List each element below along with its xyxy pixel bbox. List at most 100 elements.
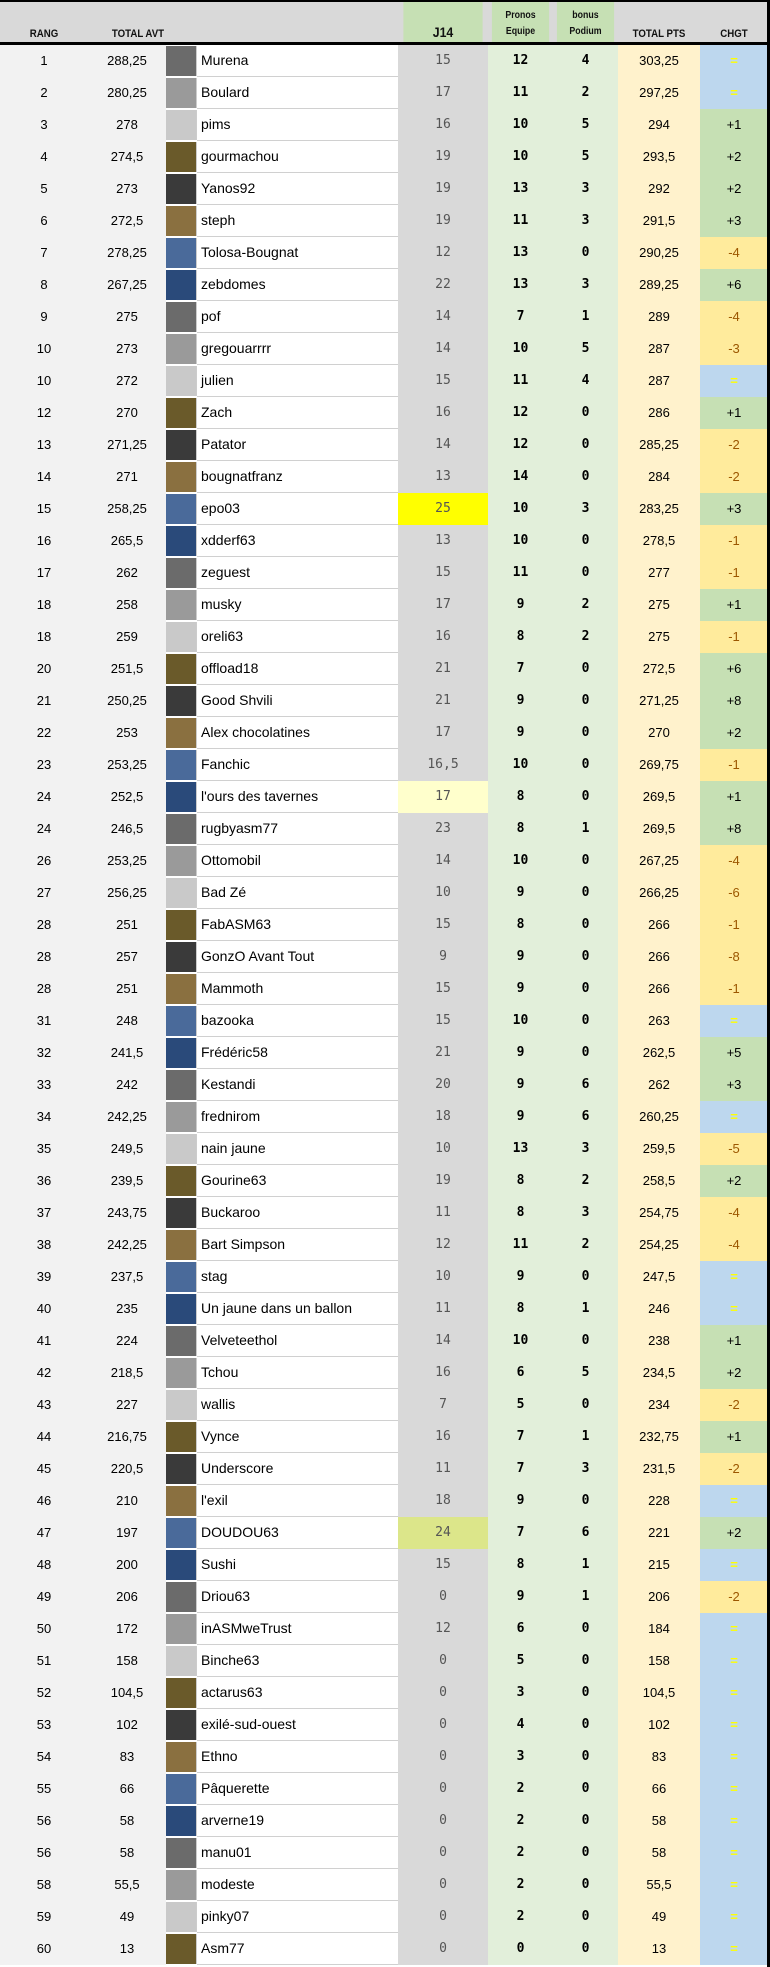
table-row: 21 250,25 Good Shvili 21 9 0 271,25 +8	[0, 685, 768, 717]
table-row: 28 257 GonzO Avant Tout 9 9 0 266 -8	[0, 941, 768, 973]
table-row: 44 216,75 Vynce 16 7 1 232,75 +1	[0, 1421, 768, 1453]
player-name: Yanos92	[197, 173, 398, 205]
total-avt-cell: 258	[88, 589, 166, 621]
j14-cell: 20	[398, 1069, 488, 1101]
total-avt-cell: 200	[88, 1549, 166, 1581]
change-cell: +2	[700, 141, 768, 173]
j14-cell: 16	[398, 109, 488, 141]
table-row: 52 104,5 actarus63 0 3 0 104,5 =	[0, 1677, 768, 1709]
total-avt-cell: 270	[88, 397, 166, 429]
player-name: nain jaune	[197, 1133, 398, 1165]
table-row: 58 55,5 modeste 0 2 0 55,5 =	[0, 1869, 768, 1901]
total-pts-cell: 267,25	[618, 845, 700, 877]
player-name: arverne19	[197, 1805, 398, 1837]
bonus-cell: 3	[553, 269, 618, 301]
avatar	[166, 1870, 197, 1900]
total-pts-cell: 303,25	[618, 45, 700, 77]
avatar	[166, 846, 197, 876]
avatar	[166, 302, 197, 332]
total-pts-cell: 284	[618, 461, 700, 493]
total-avt-cell: 251,5	[88, 653, 166, 685]
total-avt-cell: 246,5	[88, 813, 166, 845]
bonus-cell: 3	[553, 493, 618, 525]
pronos-cell: 6	[488, 1357, 553, 1389]
bonus-cell: 0	[553, 1901, 618, 1933]
player-name: pims	[197, 109, 398, 141]
j14-cell: 17	[398, 589, 488, 621]
avatar	[166, 910, 197, 940]
change-cell: =	[700, 1101, 768, 1133]
change-cell: -8	[700, 941, 768, 973]
bonus-cell: 1	[553, 1293, 618, 1325]
pronos-cell: 13	[488, 1133, 553, 1165]
pronos-cell: 8	[488, 813, 553, 845]
bonus-cell: 0	[553, 845, 618, 877]
avatar	[166, 590, 197, 620]
j14-cell: 22	[398, 269, 488, 301]
total-avt-cell: 197	[88, 1517, 166, 1549]
avatar	[166, 558, 197, 588]
change-cell: =	[700, 1549, 768, 1581]
rank-cell: 5	[0, 173, 88, 205]
player-name: l'ours des tavernes	[197, 781, 398, 813]
total-avt-cell: 251	[88, 973, 166, 1005]
pronos-cell: 8	[488, 621, 553, 653]
total-pts-cell: 49	[618, 1901, 700, 1933]
player-name: Bart Simpson	[197, 1229, 398, 1261]
player-name: Alex chocolatines	[197, 717, 398, 749]
rank-cell: 10	[0, 333, 88, 365]
player-name: steph	[197, 205, 398, 237]
j14-cell: 14	[398, 333, 488, 365]
j14-cell: 21	[398, 653, 488, 685]
total-avt-cell: 66	[88, 1773, 166, 1805]
change-cell: =	[700, 1293, 768, 1325]
total-pts-cell: 258,5	[618, 1165, 700, 1197]
table-row: 40 235 Un jaune dans un ballon 11 8 1 246 =	[0, 1293, 768, 1325]
total-pts-cell: 259,5	[618, 1133, 700, 1165]
rank-cell: 18	[0, 589, 88, 621]
total-avt-cell: 224	[88, 1325, 166, 1357]
pronos-cell: 7	[488, 1517, 553, 1549]
table-row: 59 49 pinky07 0 2 0 49 =	[0, 1901, 768, 1933]
pronos-cell: 8	[488, 1165, 553, 1197]
rank-cell: 6	[0, 205, 88, 237]
change-cell: =	[700, 45, 768, 77]
bonus-cell: 2	[553, 589, 618, 621]
player-name: exilé-sud-ouest	[197, 1709, 398, 1741]
pronos-cell: 7	[488, 653, 553, 685]
avatar	[166, 1646, 197, 1676]
pronos-cell: 10	[488, 525, 553, 557]
player-name: rugbyasm77	[197, 813, 398, 845]
j14-cell: 19	[398, 141, 488, 173]
total-pts-cell: 83	[618, 1741, 700, 1773]
change-cell: =	[700, 1805, 768, 1837]
total-pts-cell: 266	[618, 973, 700, 1005]
j14-cell: 14	[398, 1325, 488, 1357]
avatar	[166, 718, 197, 748]
bonus-cell: 0	[553, 685, 618, 717]
table-row: 48 200 Sushi 15 8 1 215 =	[0, 1549, 768, 1581]
total-pts-cell: 293,5	[618, 141, 700, 173]
pronos-cell: 2	[488, 1773, 553, 1805]
player-name: Velveteethol	[197, 1325, 398, 1357]
pronos-cell: 11	[488, 205, 553, 237]
player-name: Frédéric58	[197, 1037, 398, 1069]
j14-cell: 0	[398, 1741, 488, 1773]
rank-cell: 40	[0, 1293, 88, 1325]
j14-cell: 0	[398, 1933, 488, 1965]
rank-cell: 20	[0, 653, 88, 685]
table-row: 33 242 Kestandi 20 9 6 262 +3	[0, 1069, 768, 1101]
bonus-cell: 0	[553, 1677, 618, 1709]
table-row: 34 242,25 frednirom 18 9 6 260,25 =	[0, 1101, 768, 1133]
change-cell: -4	[700, 1197, 768, 1229]
table-row: 28 251 Mammoth 15 9 0 266 -1	[0, 973, 768, 1005]
change-cell: +2	[700, 717, 768, 749]
bonus-cell: 6	[553, 1517, 618, 1549]
player-name: Ottomobil	[197, 845, 398, 877]
pronos-cell: 8	[488, 1197, 553, 1229]
pronos-cell: 11	[488, 77, 553, 109]
j14-cell: 14	[398, 301, 488, 333]
player-name: bougnatfranz	[197, 461, 398, 493]
rank-cell: 58	[0, 1869, 88, 1901]
total-pts-cell: 260,25	[618, 1101, 700, 1133]
